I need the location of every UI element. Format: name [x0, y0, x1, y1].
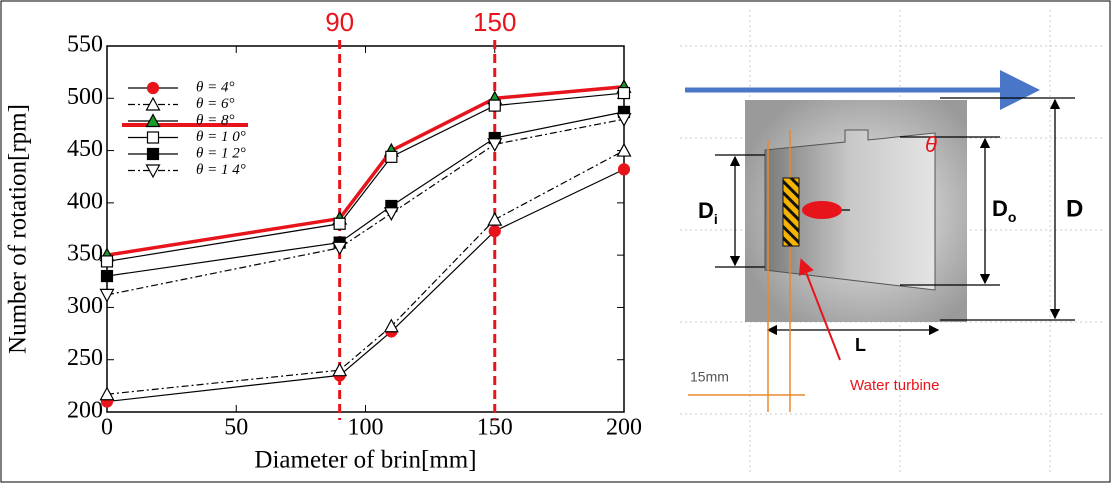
data-point — [619, 164, 630, 175]
y-axis-label: Number of rotation[rpm] — [5, 104, 32, 354]
reference-label: 150 — [473, 7, 516, 37]
y-tick-label: 450 — [67, 136, 103, 162]
d-inner-sub: i — [714, 211, 718, 227]
data-point — [619, 88, 630, 99]
data-point — [489, 226, 500, 237]
figure: θ Di Do D L 15mm Water turbine 200 250 300… — [0, 0, 1111, 483]
x-tick-label: 0 — [101, 415, 113, 441]
x-tick-label: 200 — [606, 415, 642, 441]
legend-marker — [148, 83, 159, 94]
y-tick-label: 200 — [67, 398, 103, 424]
legend-label: θ = 1 0° — [196, 129, 246, 145]
reference-label: 90 — [325, 7, 354, 37]
y-tick-label: 550 — [67, 32, 103, 58]
legend-label: θ = 6° — [196, 96, 235, 112]
y-tick-label: 400 — [67, 188, 103, 214]
d-label: D — [1066, 195, 1083, 222]
d-outer-letter: D — [992, 196, 1008, 221]
x-tick-label: 50 — [224, 415, 248, 441]
data-point — [386, 151, 397, 162]
legend-marker — [148, 132, 159, 143]
y-tick-label: 500 — [67, 84, 103, 110]
gap-label: 15mm — [690, 369, 729, 385]
data-point — [102, 256, 113, 267]
d-inner-letter: D — [698, 198, 714, 223]
data-point — [489, 100, 500, 111]
theta-label: θ — [925, 132, 937, 157]
legend-label: θ = 8° — [196, 112, 235, 128]
x-axis-label: Diameter of brin[mm] — [254, 447, 476, 474]
turbine-blade — [783, 178, 799, 246]
y-tick-label: 250 — [67, 345, 103, 371]
turbine-hub — [802, 201, 842, 219]
y-tick-label: 350 — [67, 241, 103, 267]
data-point — [334, 218, 345, 229]
legend-marker — [148, 149, 159, 160]
data-point — [102, 271, 113, 282]
legend-label: θ = 4° — [196, 79, 235, 95]
l-label: L — [855, 335, 866, 355]
y-tick-label: 300 — [67, 293, 103, 319]
d-outer-sub: o — [1008, 209, 1017, 225]
legend-label: θ = 1 4° — [196, 162, 246, 178]
x-tick-label: 100 — [348, 415, 384, 441]
turbine-label: Water turbine — [850, 377, 939, 394]
legend-label: θ = 1 2° — [196, 145, 246, 161]
